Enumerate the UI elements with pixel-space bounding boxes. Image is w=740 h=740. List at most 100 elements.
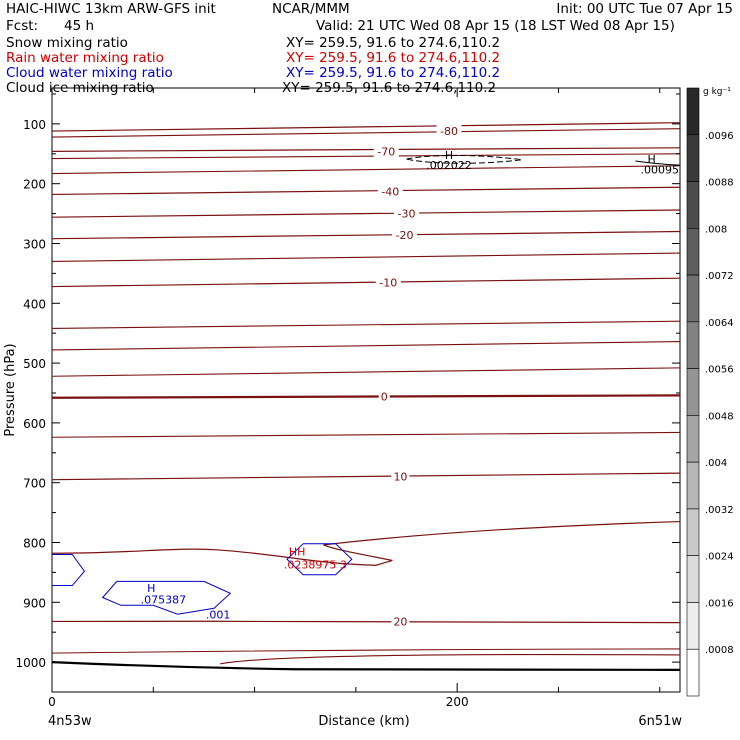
isotherm-label-bg <box>378 390 390 403</box>
mixing-ratio-label: .075387 <box>141 593 187 606</box>
isotherm-line <box>51 341 681 351</box>
isotherm-label: -10 <box>379 276 397 289</box>
field-cloudwater-xy: XY= 259.5, 91.6 to 274.6,110.2 <box>286 65 501 81</box>
plot-frame <box>51 87 681 693</box>
colorbar-swatch <box>686 508 700 556</box>
isotherm-minus30 <box>51 209 681 218</box>
colorbar-label: .0016 <box>705 598 734 609</box>
colorbar-swatch <box>686 461 700 510</box>
colorbar-swatch <box>686 321 700 369</box>
isotherm-label-bg <box>375 276 401 289</box>
colorbar-swatch <box>686 555 700 603</box>
colorbar-swatch <box>686 181 700 229</box>
isotherm-label-bg <box>391 229 417 242</box>
isotherm-label-bg <box>373 145 399 158</box>
cloud-water-contour <box>286 543 353 576</box>
y-tick-label: 400 <box>23 297 46 311</box>
colorbar-label: .0008 <box>705 645 734 656</box>
isotherm-10 <box>51 472 681 481</box>
y-tick-label: 300 <box>23 237 46 251</box>
isotherm-label-bg <box>377 185 403 198</box>
mixing-ratio-label: .002022 <box>426 159 472 172</box>
mixing-ratio-label: H <box>445 149 453 162</box>
colorbar-swatch <box>686 415 700 463</box>
isotherm-label: -30 <box>398 208 416 221</box>
forecast-label: Fcst: <box>6 18 39 34</box>
isotherm-label-bg <box>391 470 410 483</box>
isotherm-line <box>51 153 681 160</box>
y-tick-label: 600 <box>23 417 46 431</box>
isotherm-label: -80 <box>440 125 458 138</box>
isotherm-label: 20 <box>393 615 407 628</box>
mixing-ratio-label: .001 <box>206 608 231 621</box>
isotherm-label: -20 <box>396 229 414 242</box>
colorbar-label: .0032 <box>705 505 734 516</box>
colorbar-label: .0096 <box>705 131 734 142</box>
isotherm-label-bg <box>391 615 410 628</box>
y-tick-label: 200 <box>23 178 46 192</box>
colorbar-unit: g kg⁻¹ <box>703 87 731 97</box>
x-axis-label: Distance (km) <box>318 714 409 729</box>
isotherm-label-bg <box>394 207 420 220</box>
isotherm-0 <box>51 394 681 399</box>
mixing-ratio-label: H <box>647 153 655 166</box>
field-rain-name: Rain water mixing ratio <box>6 50 164 66</box>
colorbar-swatch <box>686 134 700 182</box>
y-tick-label: 500 <box>23 357 46 371</box>
isotherm-line <box>51 165 681 175</box>
terrain-surface-line <box>51 661 681 671</box>
isotherm-line <box>220 653 681 665</box>
isotherm-label: 10 <box>393 471 407 484</box>
colorbar-swatch <box>686 228 700 276</box>
y-tick-label: 1000 <box>15 656 46 670</box>
colorbar-swatch <box>686 274 700 323</box>
mixing-ratio-label: .00095 <box>640 163 679 176</box>
isotherm-minus70 <box>51 147 681 152</box>
colorbar-label: .0072 <box>705 271 734 282</box>
field-cloudwater-name: Cloud water mixing ratio <box>6 65 173 81</box>
colorbar-label: .0024 <box>705 552 734 563</box>
isotherm-label: 0 <box>381 391 388 404</box>
colorbar-swatch <box>686 368 700 416</box>
x-tick-label: 200 <box>446 695 469 709</box>
cloud-ice-contour <box>406 154 523 164</box>
cloud-water-contour <box>101 580 232 615</box>
field-snow-xy: XY= 259.5, 91.6 to 274.6,110.2 <box>286 35 501 51</box>
y-tick-label: 800 <box>23 536 46 550</box>
y-axis-label: Pressure (hPa) <box>3 343 18 436</box>
isotherm-line <box>51 320 681 329</box>
isotherm-line <box>51 128 681 138</box>
field-rain-xy: XY= 259.5, 91.6 to 274.6,110.2 <box>286 50 501 66</box>
x-endpoint-right: 6n51w <box>638 714 682 729</box>
colorbar-label: .0048 <box>705 411 734 422</box>
model-title: HAIC-HIWC 13km ARW-GFS init <box>6 1 216 17</box>
isotherm-minus40 <box>51 186 681 196</box>
mixing-ratio-label: .0238975 3 <box>284 559 347 572</box>
valid-time: Valid: 21 UTC Wed 08 Apr 15 (18 LST Wed … <box>316 18 675 34</box>
colorbar-label: .008 <box>705 224 727 235</box>
isotherm-line <box>51 648 681 654</box>
y-tick-label: 100 <box>23 118 46 132</box>
colorbar-label: .0056 <box>705 365 734 376</box>
colorbar-swatch <box>686 648 700 697</box>
colorbar-label: .004 <box>705 458 727 469</box>
mixing-ratio-label: HH <box>289 545 306 558</box>
isotherm-inversion <box>51 520 681 566</box>
colorbar-swatch <box>686 602 700 650</box>
colorbar-label: .0064 <box>705 318 734 329</box>
x-tick-label: 0 <box>48 695 56 709</box>
isotherm-label: -40 <box>381 185 399 198</box>
isotherm-line <box>51 431 681 438</box>
colorbar-label: .0088 <box>705 178 734 189</box>
cloud-ice-contour <box>635 160 681 166</box>
x-endpoint-left: 4n53w <box>48 714 92 729</box>
isotherm-minus10 <box>51 277 681 288</box>
forecast-hour: 45 h <box>64 18 95 34</box>
field-snow-name: Snow mixing ratio <box>6 35 128 51</box>
isotherm-line <box>51 252 681 262</box>
y-tick-label: 900 <box>23 596 46 610</box>
isotherm-line <box>51 367 681 377</box>
y-tick-label: 700 <box>23 477 46 491</box>
org-label: NCAR/MMM <box>272 1 350 17</box>
